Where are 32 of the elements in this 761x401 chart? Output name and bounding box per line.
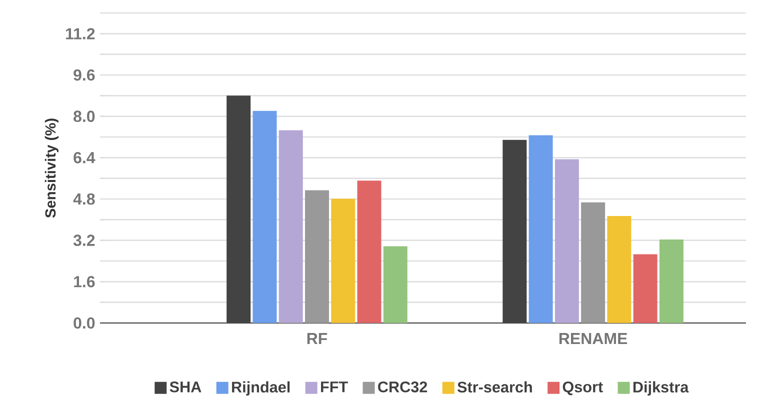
bar (226, 96, 251, 323)
y-axis-title: Sensitivity (%) (44, 118, 59, 218)
x-tick-label: RF (307, 333, 328, 344)
bar (633, 254, 658, 323)
y-tick-label: 6.4 (74, 152, 96, 164)
bar (528, 135, 553, 323)
legend-label: Str-search (457, 381, 532, 393)
bar (607, 216, 632, 323)
y-tick-label: 4.8 (73, 193, 95, 205)
bar (331, 198, 356, 323)
bar (252, 110, 277, 323)
legend-label: CRC32 (378, 382, 428, 392)
bar (581, 202, 606, 323)
bar (278, 130, 303, 323)
legend-label: Dijkstra (633, 381, 689, 396)
x-tick-label: RENAME (559, 333, 628, 344)
y-tick-label: 3.2 (73, 234, 95, 246)
bar (659, 240, 684, 323)
y-tick-label: 1.6 (74, 276, 95, 288)
bar (383, 246, 408, 323)
y-tick-label: 8.0 (74, 110, 95, 122)
legend-label: Rijndael (232, 381, 290, 396)
legend-label: FFT (321, 382, 348, 392)
bar (357, 180, 382, 323)
y-tick-label: 9.6 (74, 69, 95, 81)
y-tick-label: 0.0 (74, 317, 95, 329)
bar (502, 140, 527, 323)
legend-label: SHA (170, 382, 202, 392)
y-tick-label: 11.2 (66, 28, 95, 40)
bar (554, 159, 579, 323)
legend-label: Qsort (562, 382, 603, 396)
bar (304, 190, 329, 323)
